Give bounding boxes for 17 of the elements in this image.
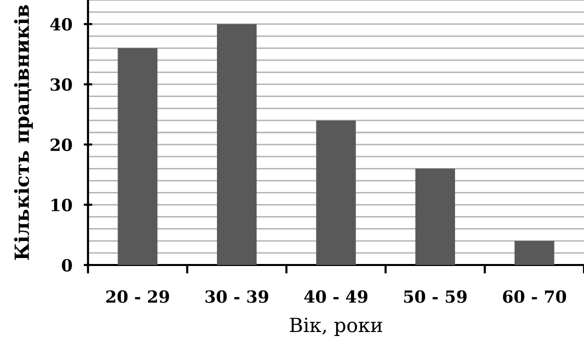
y-tick-label: 10: [52, 198, 72, 212]
x-tick-label: 60 - 70: [502, 290, 566, 303]
bar: [216, 24, 257, 265]
y-tick-label: 40: [50, 18, 72, 31]
x-tick-label: 40 - 49: [304, 290, 368, 303]
y-tick-label: 0: [62, 258, 72, 272]
bar: [514, 240, 554, 265]
bar: [118, 48, 158, 265]
bar: [415, 168, 456, 265]
x-axis-title: Вік, роки: [290, 318, 382, 336]
x-tick-label: 50 - 59: [404, 290, 467, 303]
y-tick-label: 20: [50, 138, 72, 152]
x-tick-label: 30 - 39: [206, 290, 268, 303]
y-tick-label: 30: [50, 78, 72, 91]
x-tick-label: 20 - 29: [106, 290, 170, 303]
bar: [316, 120, 356, 265]
y-axis-title: Кількість працівників: [14, 5, 33, 260]
